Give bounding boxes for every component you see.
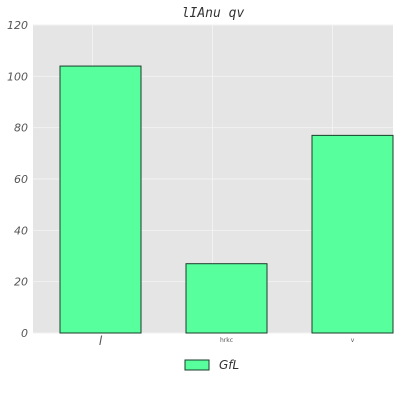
bars [59,65,394,334]
x-tick-label: l [99,334,103,348]
legend: GfL [184,358,239,372]
y-axis-tick-labels: 0 20 40 60 80 100 120 [7,19,28,340]
y-tick-label: 100 [7,70,28,83]
y-tick-label: 40 [14,224,28,237]
y-tick-label: 0 [21,327,28,340]
bar-l [59,65,142,334]
bar-hrkc [185,263,268,334]
chart-title: lIAnu qv [182,6,245,21]
legend-label: GfL [219,358,239,372]
x-axis-tick-labels: l hrkc v [99,334,355,348]
legend-swatch [184,359,210,371]
x-tick-label: v [351,337,355,344]
x-tick-label: hrkc [220,337,233,344]
y-tick-label: 80 [14,122,28,135]
y-tick-label: 60 [14,173,28,186]
y-tick-label: 20 [14,276,28,289]
bar-v [311,134,394,334]
y-tick-label: 120 [7,19,28,32]
